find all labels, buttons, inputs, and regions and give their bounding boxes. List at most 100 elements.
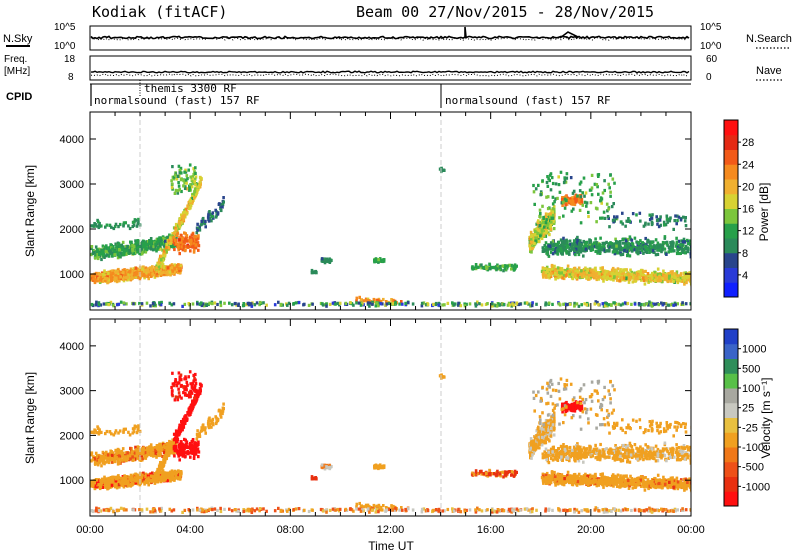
power-cell (176, 191, 180, 195)
power-cell (123, 249, 127, 253)
power-cell (182, 184, 185, 188)
power-cell (641, 241, 644, 245)
power-cell (583, 302, 586, 306)
nsky-frame (89, 25, 692, 51)
power-cell (171, 165, 174, 169)
power-cell (142, 242, 145, 246)
power-cell (568, 199, 572, 203)
power-cell (154, 247, 157, 251)
power-cell (144, 248, 147, 252)
power-cell (496, 263, 499, 267)
power-cell (110, 277, 114, 281)
power-cell (192, 241, 196, 245)
power-cell (679, 273, 682, 277)
power-cell (566, 267, 569, 271)
power-cell (392, 298, 395, 302)
power-cell (151, 272, 154, 276)
power-cell (608, 277, 612, 281)
power-cell (179, 168, 182, 173)
power-cell (121, 240, 125, 244)
power-cell (615, 278, 619, 282)
cpid-segment-themis: themis 3300 RF (144, 82, 237, 95)
power-cell (602, 248, 605, 252)
power-cell (597, 275, 601, 279)
power-cell (184, 232, 187, 236)
power-cell (595, 220, 598, 224)
power-cell (550, 220, 553, 224)
power-cell (92, 224, 96, 228)
power-cell (131, 272, 134, 276)
power-cell (206, 215, 210, 219)
power-cell (637, 273, 640, 277)
power-cell (543, 225, 546, 229)
power-cell (584, 266, 587, 270)
power-cell (677, 215, 681, 219)
power-cell (114, 242, 117, 246)
power-cell (557, 240, 561, 244)
power-cell (664, 223, 668, 227)
power-cell (114, 222, 118, 226)
power-cell (104, 225, 107, 229)
power-cell (589, 239, 592, 243)
power-cell (119, 270, 123, 274)
power-cell (499, 268, 502, 272)
power-cell (119, 273, 122, 277)
power-cell (684, 244, 688, 248)
freq-tick-top: 18 (64, 54, 76, 65)
power-cell (683, 219, 687, 223)
power-cell (597, 246, 601, 250)
power-cell (676, 247, 679, 251)
power-cell (681, 278, 685, 282)
power-cell (196, 188, 199, 192)
power-cell (191, 177, 194, 181)
power-cell (443, 303, 446, 307)
power-cell (672, 227, 675, 231)
power-cell (621, 241, 625, 245)
power-cell (411, 302, 415, 306)
power-cell (355, 299, 358, 303)
power-cell (124, 244, 128, 249)
power-cell (687, 248, 690, 252)
power-cell (200, 301, 203, 305)
power-cell (557, 245, 560, 249)
power-cell (103, 255, 106, 259)
power-cell (528, 244, 531, 248)
power-cell (184, 185, 187, 189)
power-cell (140, 273, 144, 277)
power-cell (689, 279, 691, 284)
power-cell (610, 275, 614, 279)
power-cell (149, 243, 153, 247)
power-cell (550, 268, 553, 272)
power-cell (546, 247, 550, 251)
power-cell (628, 219, 631, 223)
power-cell (90, 246, 93, 251)
power-cell (645, 247, 649, 251)
power-cell (197, 244, 201, 248)
power-cell (659, 215, 662, 219)
power-cell (432, 302, 435, 306)
power-cell (638, 275, 642, 279)
power-cell (259, 300, 262, 305)
power-cell (669, 249, 672, 253)
power-cell (569, 268, 573, 272)
power-cell (669, 270, 673, 274)
power-cell (111, 271, 114, 275)
power-cell (578, 196, 581, 200)
power-cell (102, 253, 106, 257)
power-cell (555, 242, 558, 246)
power-cell (161, 263, 165, 267)
power-cell (219, 208, 223, 213)
power-cell (682, 237, 686, 241)
power-cell (639, 250, 642, 254)
power-cell (642, 251, 645, 255)
power-cell (120, 273, 124, 277)
power-cell (191, 175, 195, 179)
power-cell (222, 196, 225, 200)
power-cell (495, 304, 499, 308)
power-cell (655, 215, 658, 219)
power-cell (200, 177, 203, 181)
power-cell (613, 301, 616, 305)
power-cell (544, 275, 548, 279)
power-cell (127, 224, 130, 228)
power-cell (657, 225, 661, 229)
